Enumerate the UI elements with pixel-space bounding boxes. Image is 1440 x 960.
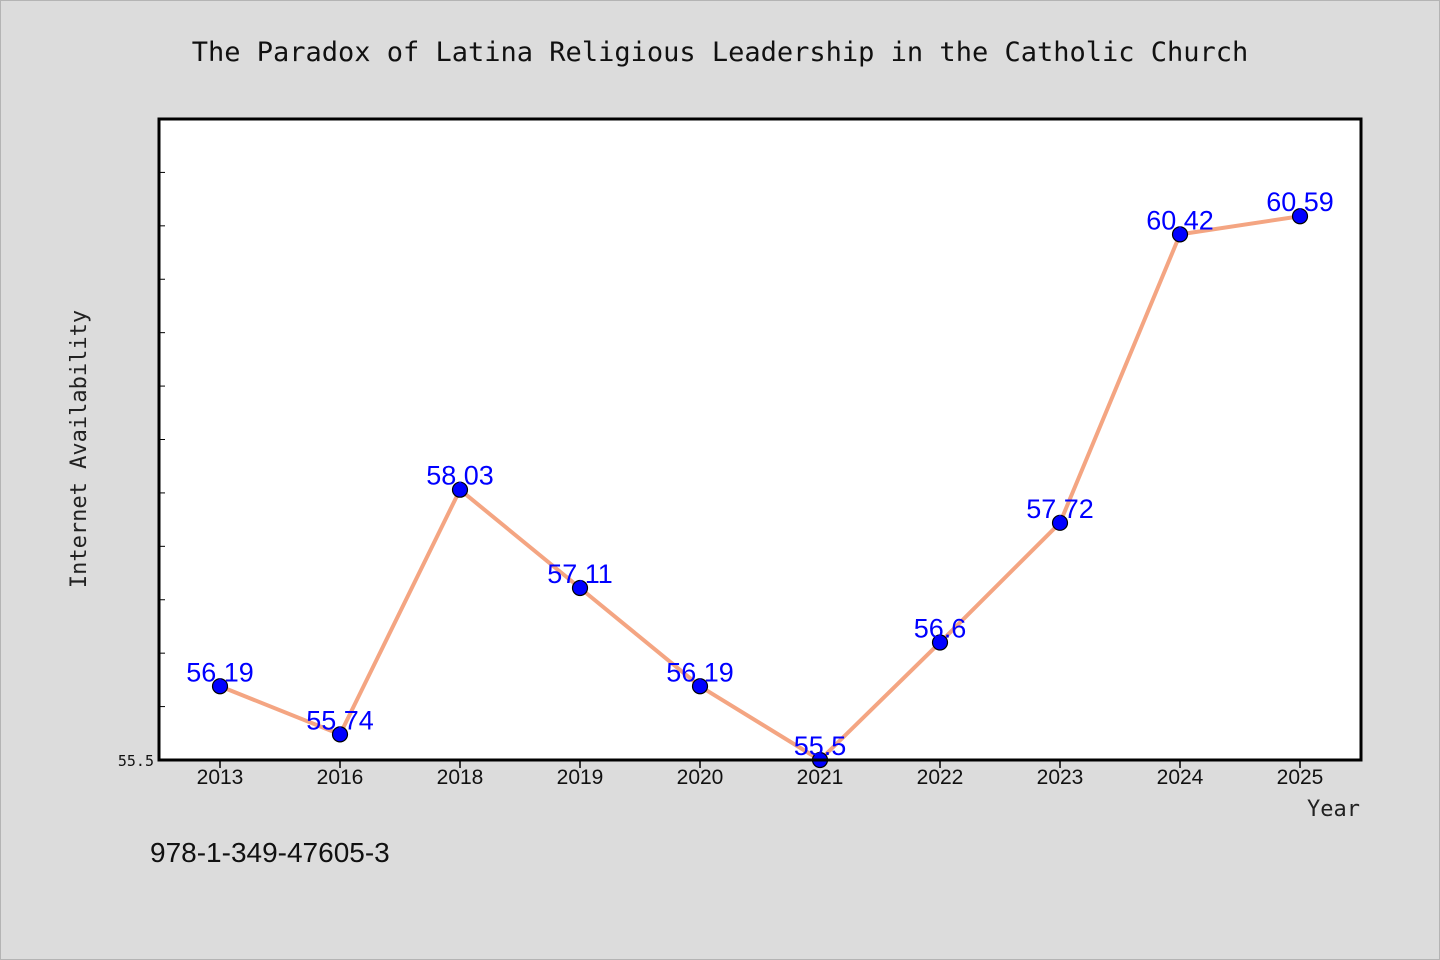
plot-area	[159, 119, 1361, 760]
data-point-2020	[691, 678, 709, 695]
x-tick-label-2023: 2023	[1037, 766, 1084, 789]
data-label-2022: 56.6	[914, 613, 967, 643]
x-tick-label-2018: 2018	[437, 766, 484, 789]
series-line	[219, 214, 1301, 762]
series-layer: 56.19 55.74 58.03 57.11 56.19 55.5 56.6 57.72 60…	[186, 187, 1334, 769]
plot-frame	[157, 117, 1363, 762]
data-point-2024	[1171, 226, 1189, 243]
x-tick-label-2013: 2013	[197, 766, 244, 789]
data-label-2025: 60.59	[1266, 187, 1334, 217]
x-axis-label: Year	[1307, 797, 1360, 822]
data-point-2013	[211, 678, 229, 695]
data-label-2023: 57.72	[1026, 494, 1094, 524]
data-point-2019	[571, 579, 589, 597]
data-point-2025	[1291, 208, 1309, 225]
isbn-text: 978-1-349-47605-3	[150, 837, 390, 868]
x-tick-label-2022: 2022	[917, 766, 964, 789]
x-axis: 2013 2016 2018 2019 2020 2021 2022 2023 2024 2025	[197, 760, 1324, 789]
data-label-2020: 56.19	[666, 657, 734, 687]
x-tick-label-2016: 2016	[317, 766, 364, 789]
data-point-2022	[931, 634, 949, 651]
x-tick-label-2019: 2019	[557, 766, 604, 789]
data-label-2019: 57.11	[547, 559, 613, 589]
x-tick-label-2024: 2024	[1157, 766, 1204, 789]
x-tick-label-2021: 2021	[797, 766, 844, 789]
data-label-2024: 60.42	[1146, 205, 1214, 235]
data-label-2018: 58.03	[426, 461, 494, 491]
data-point-2018	[451, 481, 469, 498]
data-label-2021: 55.5	[794, 731, 847, 761]
y-tick-label-min: 55.5	[118, 752, 154, 770]
data-point-2016	[331, 726, 349, 743]
x-tick-label-2020: 2020	[677, 766, 724, 789]
data-label-2013: 56.19	[186, 657, 254, 687]
data-label-2016: 55.74	[306, 705, 374, 735]
chart-title: The Paradox of Latina Religious Leadersh…	[192, 37, 1249, 68]
data-point-2023	[1051, 514, 1069, 531]
y-axis-label: Internet Availability	[67, 310, 92, 588]
x-tick-label-2025: 2025	[1277, 766, 1324, 789]
